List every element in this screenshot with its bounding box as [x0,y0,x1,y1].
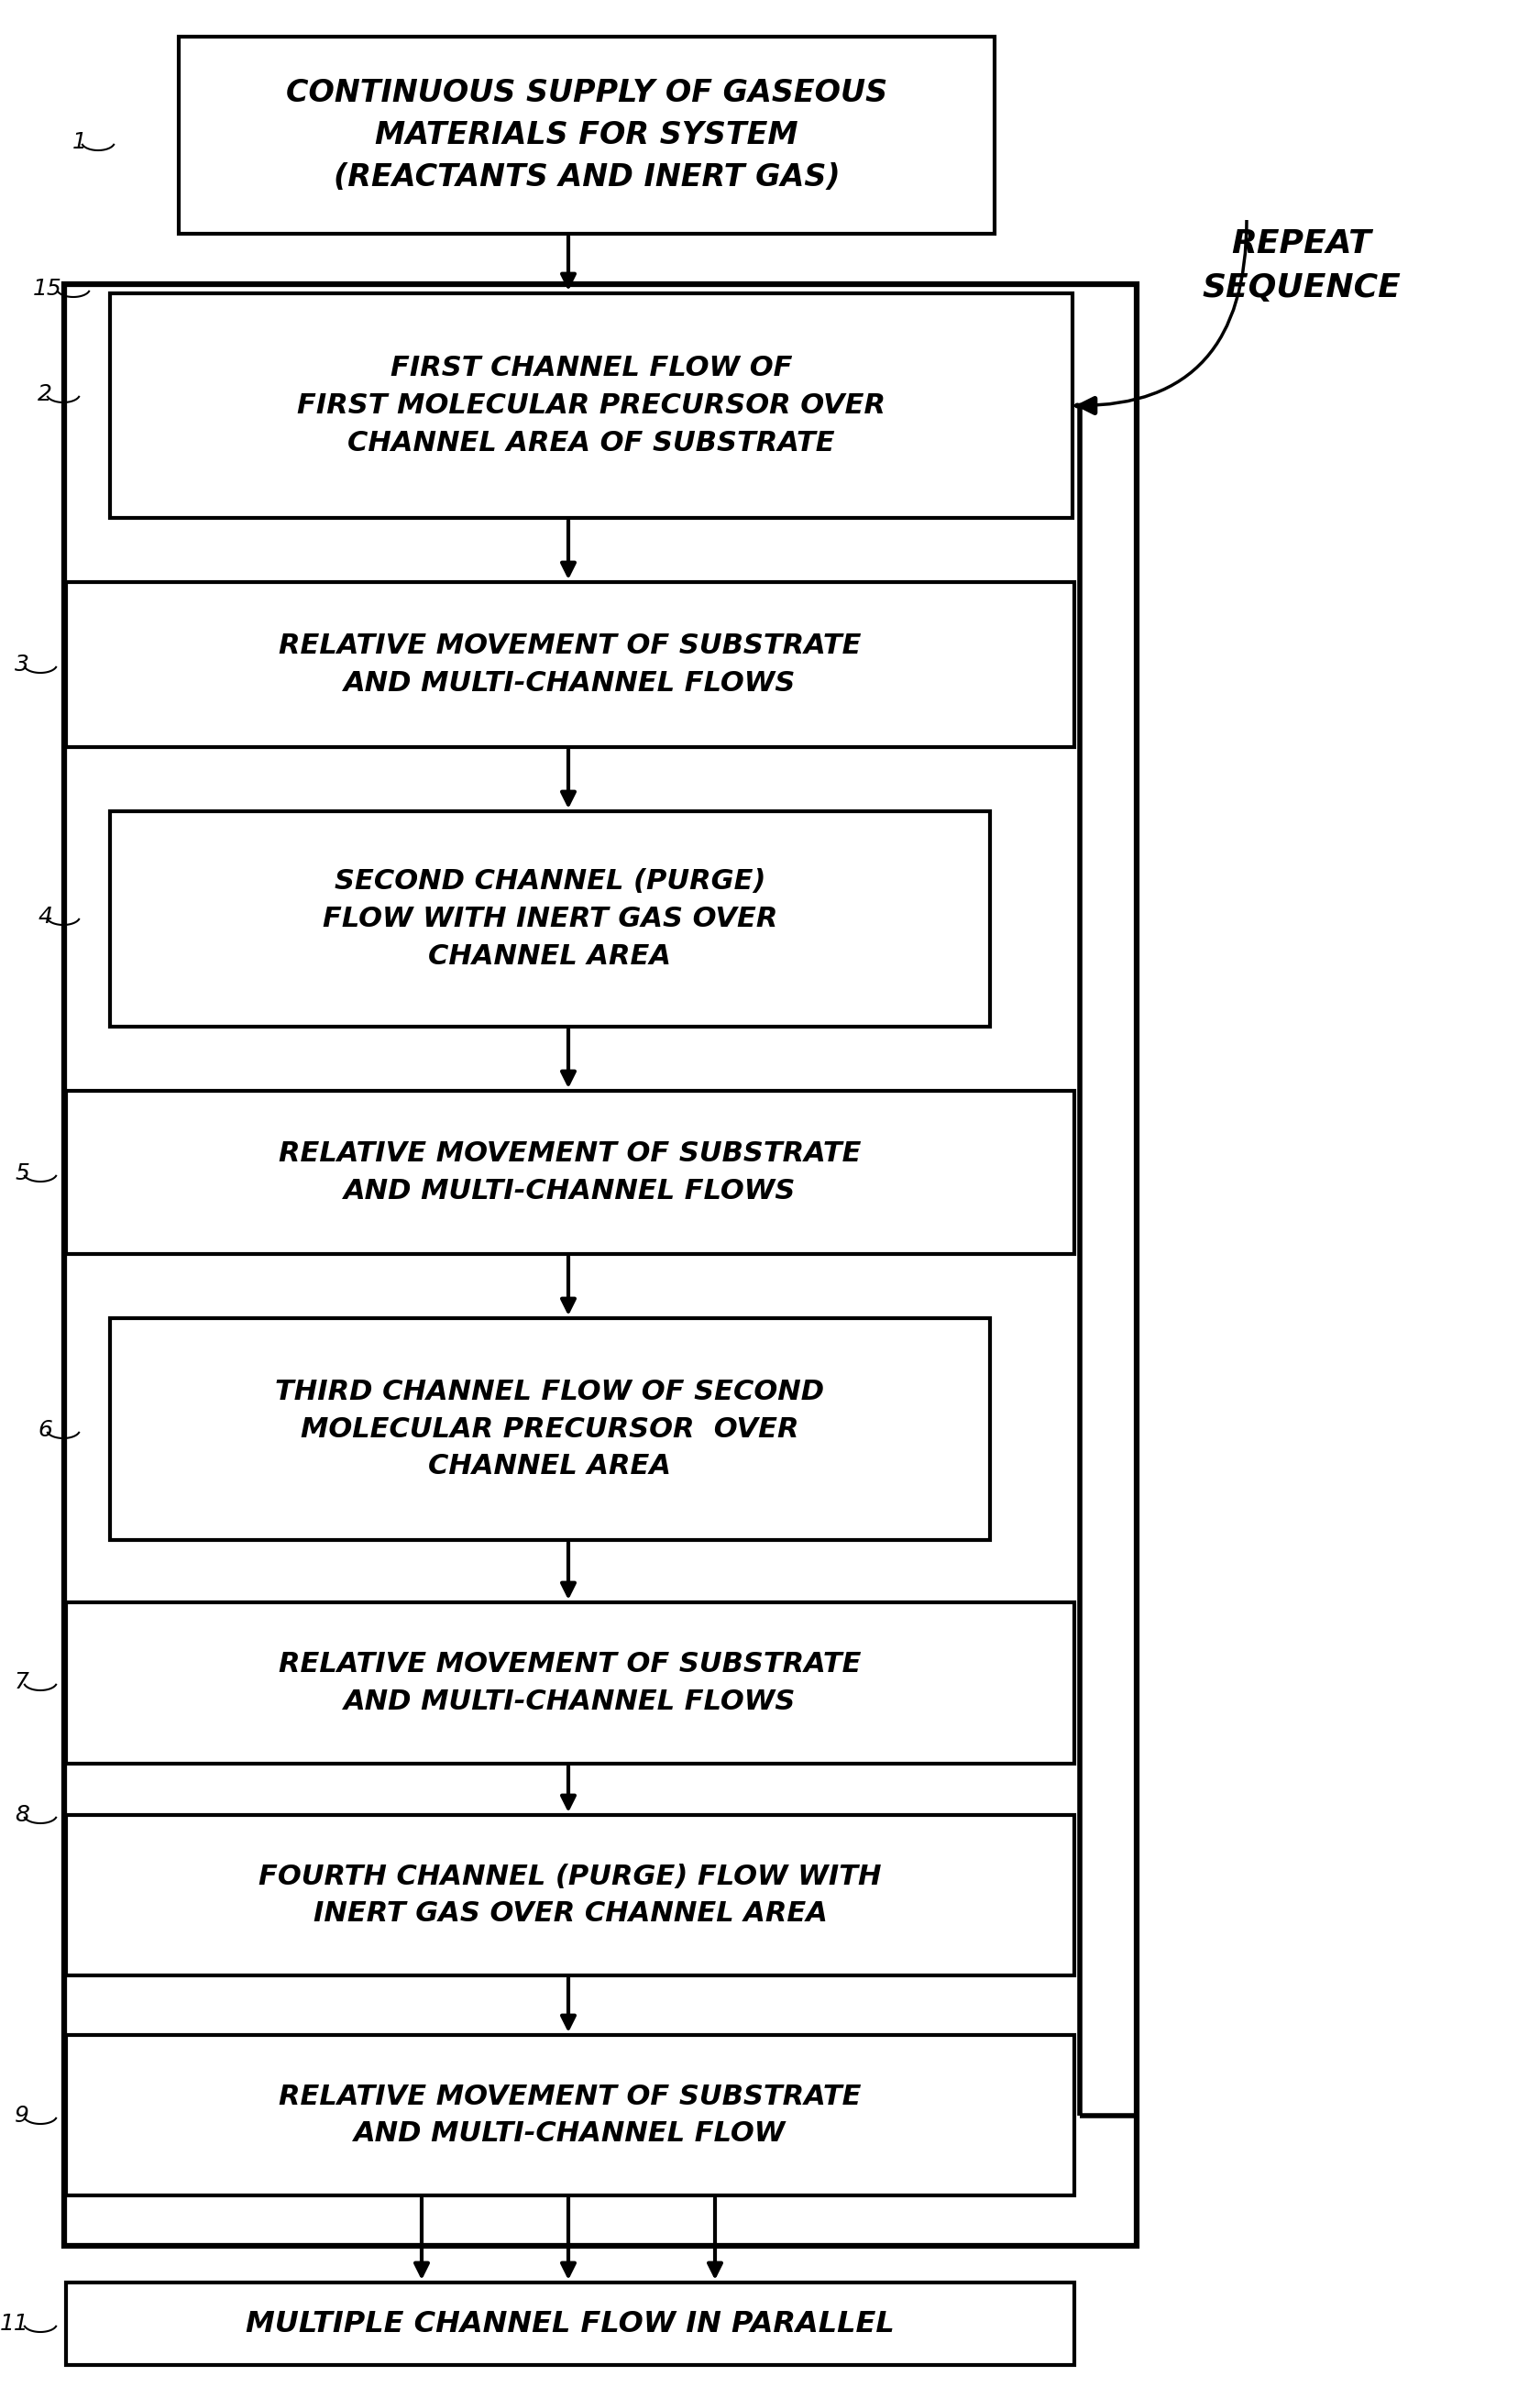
Text: SECOND CHANNEL (PURGE)
FLOW WITH INERT GAS OVER
CHANNEL AREA: SECOND CHANNEL (PURGE) FLOW WITH INERT G… [322,868,778,969]
Bar [109,1319,989,1540]
Text: 1: 1 [72,132,88,153]
Text: 7: 7 [15,1671,29,1693]
Bar [66,2283,1073,2364]
Text: RELATIVE MOVEMENT OF SUBSTRATE
AND MULTI-CHANNEL FLOWS: RELATIVE MOVEMENT OF SUBSTRATE AND MULTI… [279,1652,861,1715]
Text: 3: 3 [15,655,29,676]
Bar [66,1091,1073,1254]
Bar [66,1602,1073,1763]
Text: FIRST CHANNEL FLOW OF
FIRST MOLECULAR PRECURSOR OVER
CHANNEL AREA OF SUBSTRATE: FIRST CHANNEL FLOW OF FIRST MOLECULAR PR… [297,355,885,456]
Text: MULTIPLE CHANNEL FLOW IN PARALLEL: MULTIPLE CHANNEL FLOW IN PARALLEL [246,2309,895,2338]
Text: RELATIVE MOVEMENT OF SUBSTRATE
AND MULTI-CHANNEL FLOW: RELATIVE MOVEMENT OF SUBSTRATE AND MULTI… [279,2084,861,2146]
Text: THIRD CHANNEL FLOW OF SECOND
MOLECULAR PRECURSOR  OVER
CHANNEL AREA: THIRD CHANNEL FLOW OF SECOND MOLECULAR P… [276,1379,824,1480]
Bar [109,811,989,1026]
Text: 5: 5 [15,1163,29,1185]
Text: 4: 4 [37,906,52,928]
Bar [66,2036,1073,2197]
Text: 8: 8 [15,1803,29,1825]
Bar [179,36,993,233]
Text: 6: 6 [37,1420,52,1441]
Text: CONTINUOUS SUPPLY OF GASEOUS
MATERIALS FOR SYSTEM
(REACTANTS AND INERT GAS): CONTINUOUS SUPPLY OF GASEOUS MATERIALS F… [286,77,887,192]
Bar [66,1815,1073,1976]
Text: 11: 11 [0,2312,29,2336]
Text: 9: 9 [15,2105,29,2127]
Text: FOURTH CHANNEL (PURGE) FLOW WITH
INERT GAS OVER CHANNEL AREA: FOURTH CHANNEL (PURGE) FLOW WITH INERT G… [259,1863,881,1928]
Text: 2: 2 [37,384,52,405]
Bar [109,293,1072,518]
Text: REPEAT
SEQUENCE: REPEAT SEQUENCE [1201,228,1400,302]
Text: RELATIVE MOVEMENT OF SUBSTRATE
AND MULTI-CHANNEL FLOWS: RELATIVE MOVEMENT OF SUBSTRATE AND MULTI… [279,1141,861,1204]
Text: 15: 15 [34,278,62,300]
Text: RELATIVE MOVEMENT OF SUBSTRATE
AND MULTI-CHANNEL FLOWS: RELATIVE MOVEMENT OF SUBSTRATE AND MULTI… [279,633,861,695]
Bar [66,583,1073,748]
Bar [65,285,1137,2247]
